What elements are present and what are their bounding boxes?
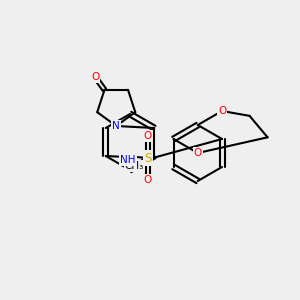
Text: O: O bbox=[194, 148, 202, 158]
Text: O: O bbox=[218, 106, 226, 116]
Text: N: N bbox=[112, 121, 120, 131]
Text: O: O bbox=[144, 175, 152, 185]
Text: NH: NH bbox=[120, 155, 136, 165]
Text: O: O bbox=[144, 131, 152, 141]
Text: O: O bbox=[91, 72, 99, 82]
Text: S: S bbox=[144, 152, 152, 164]
Text: CH₃: CH₃ bbox=[124, 161, 144, 171]
